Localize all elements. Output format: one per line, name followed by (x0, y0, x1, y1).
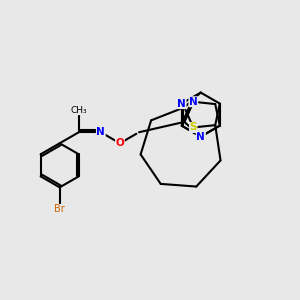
Text: N: N (189, 97, 198, 107)
Text: CH₃: CH₃ (70, 106, 87, 115)
Text: S: S (190, 122, 197, 133)
Text: N: N (177, 99, 186, 109)
Text: N: N (196, 132, 205, 142)
Text: Br: Br (54, 204, 65, 214)
Text: N: N (96, 127, 105, 137)
Text: O: O (116, 138, 124, 148)
Text: N: N (196, 132, 205, 142)
